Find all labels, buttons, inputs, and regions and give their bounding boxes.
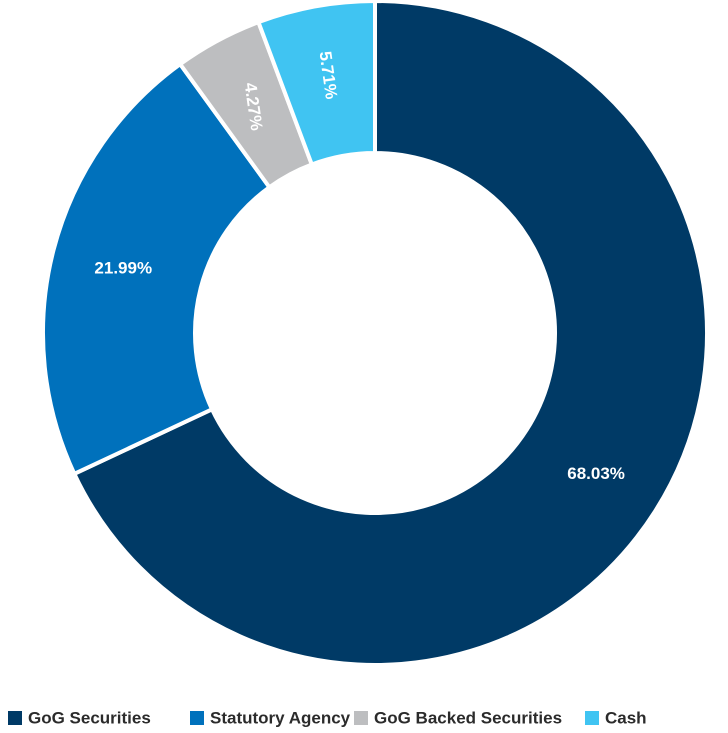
slice-value-label-gog-securities: 68.03% [567,464,625,483]
slice-statutory-agency [41,61,273,477]
legend-label-cash: Cash [605,709,647,728]
donut-slices [41,0,709,667]
slice-cash [255,0,377,168]
slice-gog-securities [71,0,709,667]
legend-label-gog-backed-securities: GoG Backed Securities [374,709,562,728]
legend-label-gog-securities: GoG Securities [28,709,151,728]
legend-swatch-statutory-agency [190,711,204,725]
legend-swatch-gog-securities [8,711,22,725]
slice-value-label-statutory-agency: 21.99% [94,258,152,277]
legend-label-statutory-agency: Statutory Agency [210,709,351,728]
legend: GoG Securities Statutory Agency GoG Backed… [8,709,647,728]
legend-swatch-gog-backed-securities [354,711,368,725]
legend-swatch-cash [585,711,599,725]
